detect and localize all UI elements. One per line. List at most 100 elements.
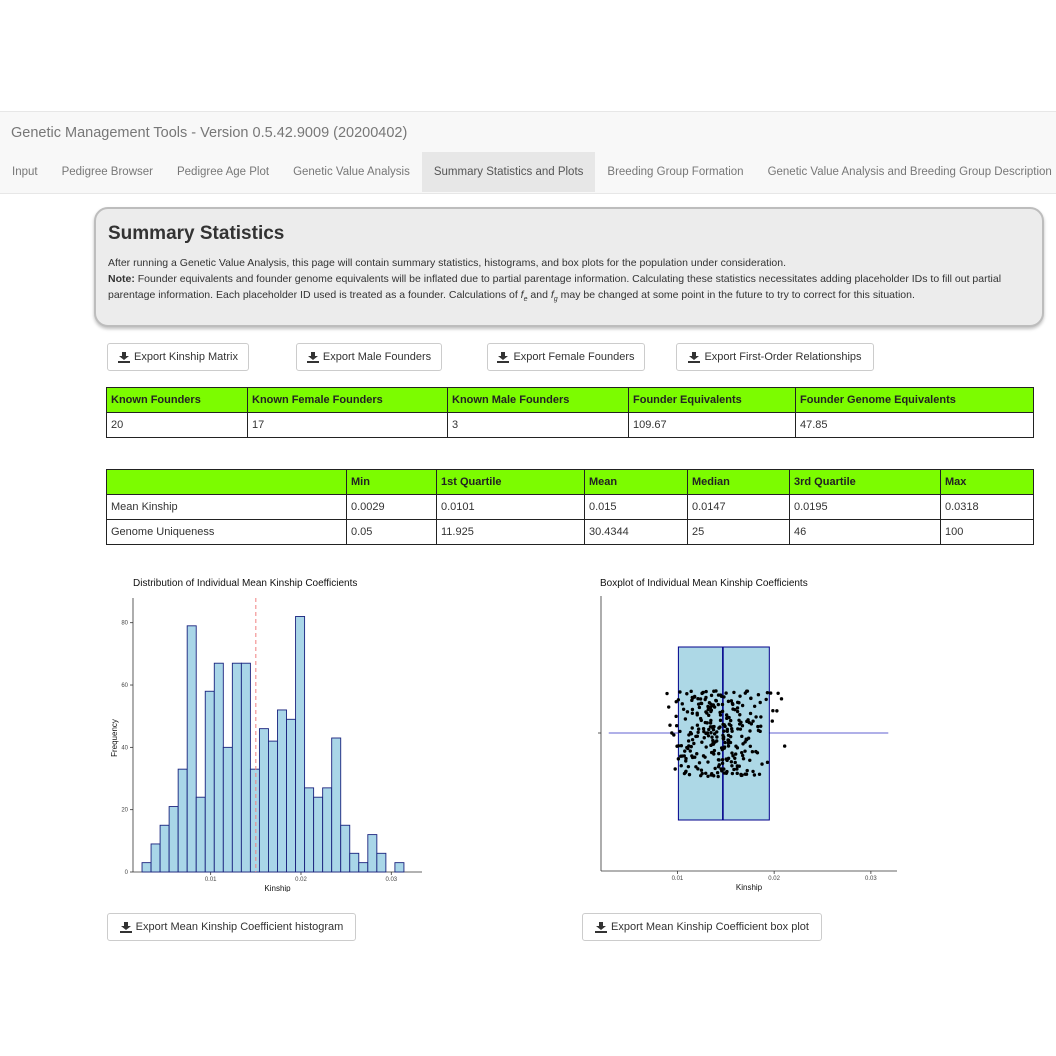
table-header: 3rd Quartile xyxy=(789,469,941,495)
table-cell: 17 xyxy=(247,412,448,438)
data-point xyxy=(716,693,721,697)
data-point xyxy=(775,709,779,713)
data-point xyxy=(706,734,711,738)
data-point xyxy=(729,760,734,764)
data-point xyxy=(706,760,710,764)
histogram-bar xyxy=(141,862,152,873)
x-tick-label: 0.01 xyxy=(672,876,684,882)
fg-subscript: g xyxy=(553,296,558,304)
summary-text: After running a Genetic Value Analysis, … xyxy=(108,255,1030,308)
data-point xyxy=(722,723,726,727)
histogram-bar xyxy=(295,616,306,873)
data-point xyxy=(752,704,757,708)
histogram-bar xyxy=(258,728,269,873)
data-point xyxy=(745,768,749,773)
table-header-row: Known Founders Known Female Founders Kno… xyxy=(106,387,1034,413)
tab-gva-breeding-description[interactable]: Genetic Value Analysis and Breeding Grou… xyxy=(767,166,1052,178)
data-point xyxy=(733,707,737,712)
founders-table: Known Founders Known Female Founders Kno… xyxy=(106,387,1034,438)
data-point xyxy=(686,746,690,751)
data-point xyxy=(715,735,719,739)
histogram-bar xyxy=(231,662,242,873)
data-point xyxy=(726,744,731,748)
data-point xyxy=(695,734,700,738)
tab-input[interactable]: Input xyxy=(12,166,38,178)
data-point xyxy=(716,774,720,779)
data-point xyxy=(771,708,775,713)
x-tick-label: 0.03 xyxy=(865,876,877,882)
histogram-chart: 0 20 40 60 80 0.01 0.02 0.03 Kinship Frequency xyxy=(110,598,422,892)
data-point xyxy=(743,740,747,744)
table-header: 1st Quartile xyxy=(436,469,585,495)
histogram-bar xyxy=(168,806,179,873)
histogram-bar xyxy=(349,852,360,873)
x-tick-label: 0.01 xyxy=(205,877,217,883)
data-point xyxy=(752,773,757,777)
histogram-bar xyxy=(376,852,387,873)
data-point xyxy=(696,727,701,731)
data-point xyxy=(673,767,677,771)
tab-pedigree-browser[interactable]: Pedigree Browser xyxy=(61,166,153,178)
data-point xyxy=(756,728,761,733)
data-point xyxy=(735,771,739,776)
data-point xyxy=(732,690,736,695)
table-cell: 25 xyxy=(687,519,790,545)
data-point xyxy=(743,749,747,753)
data-point xyxy=(754,715,758,719)
data-point xyxy=(725,715,729,719)
data-point xyxy=(735,706,740,710)
data-point xyxy=(734,744,738,748)
data-point xyxy=(718,725,722,729)
data-point xyxy=(695,752,699,756)
histogram-title: Distribution of Individual Mean Kinship … xyxy=(133,578,358,589)
histogram-bar xyxy=(358,862,369,873)
data-point xyxy=(688,749,692,753)
data-point xyxy=(730,764,734,768)
histogram-bar xyxy=(249,768,260,873)
data-point xyxy=(738,727,743,731)
data-point xyxy=(690,695,694,700)
data-point xyxy=(756,693,761,697)
histogram-bar xyxy=(313,796,324,873)
export-kinship-matrix-button[interactable]: Export Kinship Matrix xyxy=(107,343,249,371)
y-tick-label: 40 xyxy=(121,745,128,751)
table-cell: 47.85 xyxy=(795,412,1034,438)
data-point xyxy=(758,700,762,705)
table-row: Genome Uniqueness 0.05 11.925 30.4344 25… xyxy=(106,519,1034,545)
data-point xyxy=(740,734,744,739)
export-first-order-relationships-button[interactable]: Export First-Order Relationships xyxy=(676,343,874,371)
table-header: Max xyxy=(940,469,1034,495)
export-boxplot-button[interactable]: Export Mean Kinship Coefficient box plot xyxy=(582,913,822,941)
fe-subscript: e xyxy=(523,296,528,304)
tab-pedigree-age-plot[interactable]: Pedigree Age Plot xyxy=(176,166,270,178)
tab-genetic-value-analysis[interactable]: Genetic Value Analysis xyxy=(293,166,410,178)
table-cell: 0.0101 xyxy=(436,494,585,520)
table-header: Founder Equivalents xyxy=(628,387,796,413)
data-point xyxy=(709,718,713,723)
tab-bar: Input Pedigree Browser Pedigree Age Plot… xyxy=(0,152,1056,192)
tab-summary-statistics[interactable]: Summary Statistics and Plots xyxy=(421,152,596,192)
export-female-founders-button[interactable]: Export Female Founders xyxy=(487,343,645,371)
data-point xyxy=(696,730,700,734)
data-point xyxy=(722,746,726,750)
data-point xyxy=(713,740,717,744)
tab-breeding-group-formation[interactable]: Breeding Group Formation xyxy=(607,166,744,178)
histogram-bar xyxy=(322,787,333,873)
export-male-founders-button[interactable]: Export Male Founders xyxy=(296,343,442,371)
data-point xyxy=(738,713,742,717)
export-histogram-button[interactable]: Export Mean Kinship Coefficient histogra… xyxy=(107,913,356,941)
data-point xyxy=(701,727,706,731)
data-point xyxy=(683,749,687,753)
data-point xyxy=(715,770,720,775)
data-point xyxy=(672,733,676,737)
histogram-bar xyxy=(195,796,206,873)
download-icon xyxy=(595,921,608,933)
data-point xyxy=(740,750,744,755)
data-point xyxy=(696,702,701,706)
data-point xyxy=(741,757,746,761)
table-header: Known Male Founders xyxy=(447,387,629,413)
data-point xyxy=(675,744,679,748)
table-cell: Genome Uniqueness xyxy=(106,519,347,545)
data-point xyxy=(697,761,702,765)
data-point xyxy=(713,766,717,771)
